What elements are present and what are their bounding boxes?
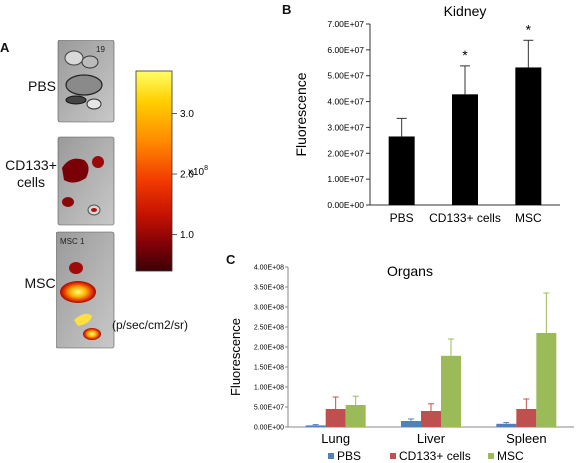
y-tick-label: 4.00E+07: [327, 97, 364, 107]
color-scale-multiplier: x108: [188, 165, 208, 178]
y-axis-title: Fluorescence: [230, 318, 243, 396]
bar: [305, 425, 326, 427]
x-tick-label: Spleen: [506, 431, 546, 446]
bar: [496, 423, 517, 427]
y-tick-label: 6.00E+07: [327, 45, 364, 55]
legend-label: PBS: [337, 449, 361, 462]
photo-msc: MSC 1: [56, 231, 115, 349]
color-scale-bar: [135, 70, 173, 272]
y-axis-title: Fluorescence: [293, 72, 309, 156]
color-scale-tick-label: 2.0: [180, 170, 194, 181]
bar: [452, 94, 478, 205]
organ-photographs: 19 MSC 1: [56, 40, 115, 349]
bar: [345, 405, 366, 427]
row-label-cd133-line2: cells: [16, 174, 45, 190]
color-scale-unit: (p/sec/cm2/sr): [112, 318, 189, 332]
bar: [401, 421, 421, 427]
color-scale: 3.0 2.0 1.0 x108: [135, 70, 208, 272]
chart-title: Kidney: [444, 3, 487, 19]
color-scale-tick-label: 3.0: [180, 109, 194, 120]
color-scale-tick-label: 1.0: [180, 230, 194, 241]
photo-pbs: 19: [57, 40, 115, 123]
bar: [325, 409, 346, 427]
color-scale-ticks: 3.0 2.0 1.0: [172, 109, 194, 241]
chart-title: Organs: [387, 263, 433, 279]
bar: [441, 355, 461, 427]
legend-label: CD133+ cells: [399, 449, 471, 462]
x-tick-label: CD133+ cells: [429, 211, 501, 225]
panel-a-letter: A: [0, 40, 10, 55]
legend-label: MSC: [497, 449, 524, 462]
x-tick-label: MSC: [515, 211, 542, 225]
organs-chart: Organs Fluorescence 0.00E+00 5.00E+07 1.00E+…: [230, 263, 574, 462]
y-tick-label: 4.00E+08: [254, 265, 284, 272]
bar: [536, 333, 557, 427]
bar: [516, 409, 537, 427]
photo-pbs-tag: 19: [96, 45, 105, 54]
significance-marker: *: [526, 21, 532, 37]
x-tick-label: Lung: [321, 431, 350, 446]
row-label-cd133: CD133+ cells: [0, 157, 62, 191]
y-tick-label: 1.00E+07: [327, 174, 364, 184]
x-tick-label: PBS: [390, 211, 414, 225]
legend-swatch: [488, 453, 494, 459]
row-label-msc: MSC: [18, 275, 62, 292]
y-tick-label: 0.00E+00: [254, 425, 284, 432]
y-tick-label: 5.00E+07: [327, 71, 364, 81]
row-label-cd133-line1: CD133+: [5, 157, 57, 173]
bar: [421, 411, 441, 427]
row-label-pbs: PBS: [20, 78, 64, 95]
y-tick-label: 3.00E+08: [254, 305, 284, 312]
legend-swatch: [328, 453, 334, 459]
bar: [388, 136, 415, 205]
y-tick-label: 7.00E+07: [327, 19, 364, 29]
legend-swatch: [390, 453, 396, 459]
panel-b-letter: B: [282, 2, 292, 17]
bar: [515, 67, 542, 205]
y-tick-label: 3.50E+08: [254, 285, 284, 292]
row-label-pbs-text: PBS: [27, 78, 56, 94]
row-label-msc-text: MSC: [24, 275, 56, 291]
panel-c-letter: C: [226, 252, 236, 267]
y-tick-label: 2.50E+08: [254, 325, 284, 332]
y-tick-label: 1.50E+08: [254, 365, 284, 372]
y-tick-label: 3.00E+07: [327, 122, 364, 132]
photo-cd133: [57, 136, 115, 226]
kidney-chart: Kidney Fluorescence 0.00E+00 1.00E+07 2.00E+…: [293, 3, 560, 225]
y-tick-label: 2.00E+07: [327, 148, 364, 158]
y-tick-label: 1.00E+08: [254, 385, 284, 392]
x-tick-label: Liver: [417, 431, 446, 446]
y-tick-label: 0.00E+00: [327, 200, 364, 210]
y-tick-label: 2.00E+08: [254, 345, 284, 352]
significance-marker: *: [462, 47, 468, 63]
photo-msc-tag: MSC 1: [60, 237, 85, 246]
y-tick-label: 5.00E+07: [254, 405, 284, 412]
